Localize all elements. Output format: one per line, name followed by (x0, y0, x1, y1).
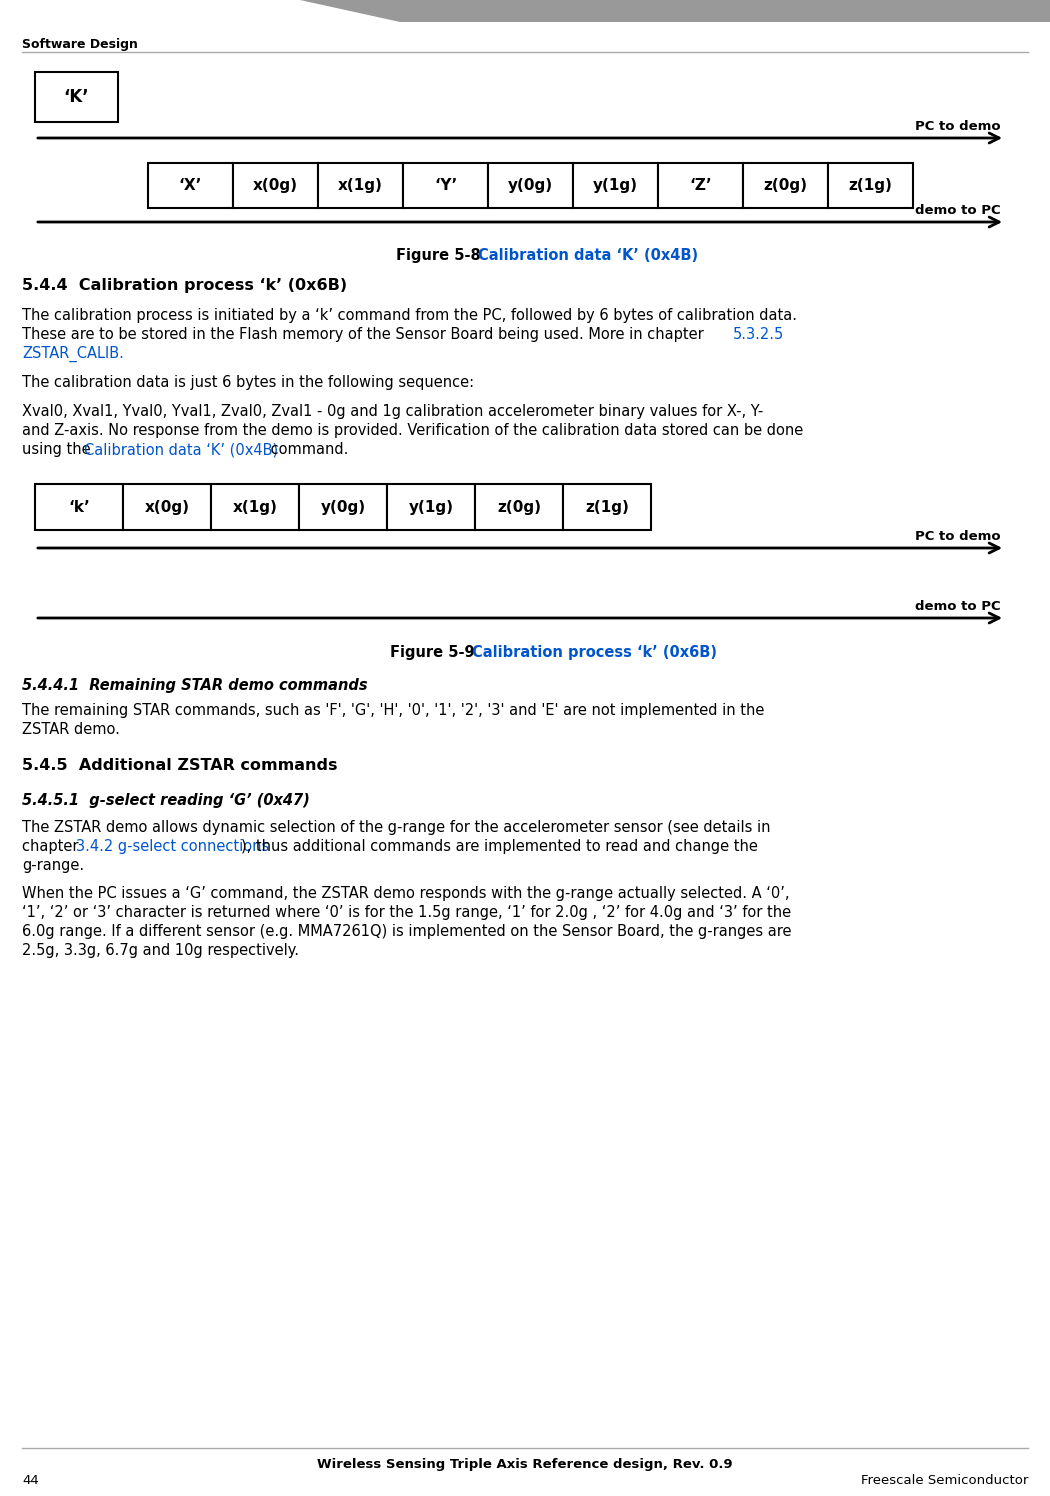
Text: The ZSTAR demo allows dynamic selection of the g-range for the accelerometer sen: The ZSTAR demo allows dynamic selection … (22, 820, 771, 835)
Bar (211, 485, 299, 530)
Bar (318, 163, 403, 208)
Text: chapter: chapter (22, 839, 83, 854)
Bar (828, 163, 914, 208)
Text: ‘K’: ‘K’ (64, 88, 89, 106)
Text: ZSTAR demo.: ZSTAR demo. (22, 723, 120, 738)
Text: demo to PC: demo to PC (916, 600, 1001, 613)
Text: PC to demo: PC to demo (916, 530, 1001, 543)
Text: z(1g): z(1g) (848, 178, 892, 193)
Text: Calibration data ‘K’ (0x4B): Calibration data ‘K’ (0x4B) (84, 441, 278, 456)
Text: y(1g): y(1g) (408, 500, 454, 515)
Text: y(1g): y(1g) (593, 178, 638, 193)
Bar (35, 485, 123, 530)
Text: ‘Z’: ‘Z’ (689, 178, 712, 193)
Text: demo to PC: demo to PC (916, 203, 1001, 217)
Text: x(0g): x(0g) (145, 500, 189, 515)
Bar (403, 163, 488, 208)
Text: Freescale Semiconductor: Freescale Semiconductor (861, 1474, 1028, 1487)
Text: 2.5g, 3.3g, 6.7g and 10g respectively.: 2.5g, 3.3g, 6.7g and 10g respectively. (22, 942, 299, 957)
Bar (488, 163, 573, 208)
Text: x(1g): x(1g) (338, 178, 383, 193)
Polygon shape (0, 0, 1050, 22)
Text: ‘X’: ‘X’ (178, 178, 203, 193)
Bar (563, 485, 651, 530)
Text: 5.4.4.1  Remaining STAR demo commands: 5.4.4.1 Remaining STAR demo commands (22, 678, 367, 693)
Bar (148, 163, 233, 208)
Text: ‘k’: ‘k’ (68, 500, 90, 515)
Bar (123, 485, 211, 530)
Bar (658, 163, 743, 208)
Text: 5.4.5.1  g-select reading ‘G’ (0x47): 5.4.5.1 g-select reading ‘G’ (0x47) (22, 793, 310, 808)
Bar (743, 163, 828, 208)
Bar (35, 72, 118, 123)
Text: g-range.: g-range. (22, 859, 84, 874)
Text: using the: using the (22, 441, 96, 456)
Text: Calibration data ‘K’ (0x4B): Calibration data ‘K’ (0x4B) (478, 248, 698, 263)
Text: Wireless Sensing Triple Axis Reference design, Rev. 0.9: Wireless Sensing Triple Axis Reference d… (317, 1459, 733, 1471)
Text: The remaining STAR commands, such as 'F', 'G', 'H', '0', '1', '2', '3' and 'E' a: The remaining STAR commands, such as 'F'… (22, 703, 764, 718)
Text: Figure 5-9: Figure 5-9 (390, 645, 475, 660)
Text: PC to demo: PC to demo (916, 120, 1001, 133)
Bar (233, 163, 318, 208)
Text: z(1g): z(1g) (585, 500, 629, 515)
Text: command.: command. (266, 441, 349, 456)
Text: The calibration process is initiated by a ‘k’ command from the PC, followed by 6: The calibration process is initiated by … (22, 308, 797, 323)
Text: z(0g): z(0g) (497, 500, 541, 515)
Text: When the PC issues a ‘G’ command, the ZSTAR demo responds with the g-range actua: When the PC issues a ‘G’ command, the ZS… (22, 886, 790, 901)
Text: ), thus additional commands are implemented to read and change the: ), thus additional commands are implemen… (242, 839, 758, 854)
Bar (573, 163, 658, 208)
Text: y(0g): y(0g) (508, 178, 553, 193)
Bar (387, 485, 475, 530)
Text: 5.3.2.5: 5.3.2.5 (733, 328, 784, 343)
Text: Xval0, Xval1, Yval0, Yval1, Zval0, Zval1 - 0g and 1g calibration accelerometer b: Xval0, Xval1, Yval0, Yval1, Zval0, Zval1… (22, 404, 763, 419)
Text: and Z-axis. No response from the demo is provided. Verification of the calibrati: and Z-axis. No response from the demo is… (22, 423, 803, 438)
Text: ‘1’, ‘2’ or ‘3’ character is returned where ‘0’ is for the 1.5g range, ‘1’ for 2: ‘1’, ‘2’ or ‘3’ character is returned wh… (22, 905, 791, 920)
Text: x(1g): x(1g) (232, 500, 277, 515)
Text: 5.4.5  Additional ZSTAR commands: 5.4.5 Additional ZSTAR commands (22, 758, 337, 773)
Bar (299, 485, 387, 530)
Text: z(0g): z(0g) (763, 178, 807, 193)
Text: 5.4.4  Calibration process ‘k’ (0x6B): 5.4.4 Calibration process ‘k’ (0x6B) (22, 278, 348, 293)
Bar (475, 485, 563, 530)
Text: x(0g): x(0g) (253, 178, 298, 193)
Text: These are to be stored in the Flash memory of the Sensor Board being used. More : These are to be stored in the Flash memo… (22, 328, 709, 343)
Text: 44: 44 (22, 1474, 39, 1487)
Text: Figure 5-8: Figure 5-8 (396, 248, 481, 263)
Text: Software Design: Software Design (22, 37, 138, 51)
Text: ZSTAR_CALIB.: ZSTAR_CALIB. (22, 346, 124, 362)
Text: The calibration data is just 6 bytes in the following sequence:: The calibration data is just 6 bytes in … (22, 375, 475, 390)
Text: 6.0g range. If a different sensor (e.g. MMA7261Q) is implemented on the Sensor B: 6.0g range. If a different sensor (e.g. … (22, 925, 792, 939)
Text: Calibration process ‘k’ (0x6B): Calibration process ‘k’ (0x6B) (472, 645, 717, 660)
Text: 3.4.2 g-select connections: 3.4.2 g-select connections (76, 839, 269, 854)
Text: ‘Y’: ‘Y’ (434, 178, 457, 193)
Text: y(0g): y(0g) (320, 500, 365, 515)
